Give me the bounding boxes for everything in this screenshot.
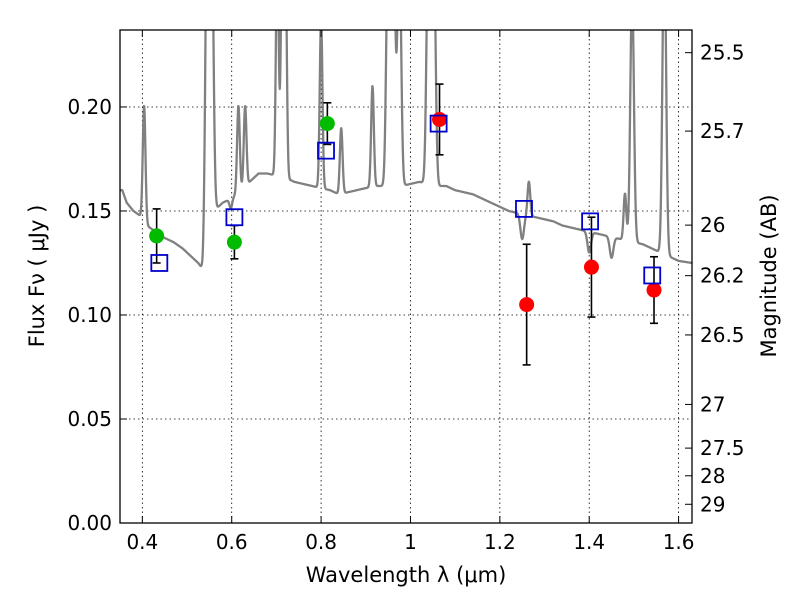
red-flux-point bbox=[519, 297, 535, 313]
y-tick-label: 0.00 bbox=[67, 511, 112, 535]
y2-tick-label: 26.5 bbox=[700, 323, 745, 347]
y2-tick-label: 26.2 bbox=[700, 264, 745, 288]
plot-frame bbox=[119, 29, 693, 524]
green-flux-point bbox=[149, 228, 165, 244]
model-flux-square bbox=[515, 199, 533, 218]
red-flux-point bbox=[646, 282, 662, 298]
y2-tick-label: 25.7 bbox=[700, 119, 745, 143]
model-flux-square bbox=[317, 141, 335, 160]
y2-tick-label: 28 bbox=[700, 464, 725, 488]
x-tick-label: 1.4 bbox=[573, 530, 605, 554]
y-axis-label: Flux Fν ( μJy ) bbox=[25, 205, 49, 348]
model-flux-square bbox=[581, 212, 600, 231]
green-flux-point bbox=[226, 234, 242, 250]
template-spectrum bbox=[120, 30, 692, 268]
axis-ticks: 0.4 0.6 0.8 1 1.2 1.4 1.6 0.00 0.05 0.10 0.15 0.20 2… bbox=[67, 30, 745, 554]
red-flux-point bbox=[583, 259, 599, 275]
photometry-points bbox=[149, 83, 662, 366]
spectrum-line bbox=[120, 30, 692, 268]
model-flux-square bbox=[429, 114, 448, 133]
x-tick-label: 1 bbox=[404, 530, 417, 554]
model-flux-square bbox=[643, 266, 662, 285]
x-tick-label: 1.6 bbox=[663, 530, 695, 554]
y2-tick-label: 27.5 bbox=[700, 436, 745, 460]
x-tick-label: 0.6 bbox=[216, 530, 248, 554]
y-tick-label: 0.15 bbox=[67, 199, 112, 223]
red-flux-point bbox=[432, 111, 448, 127]
model-flux-square bbox=[225, 208, 244, 227]
green-flux-point bbox=[319, 116, 335, 132]
y2-tick-label: 27 bbox=[700, 392, 725, 416]
y2-axis-label: Magnitude (AB) bbox=[757, 194, 781, 357]
x-tick-label: 0.4 bbox=[126, 530, 158, 554]
y2-tick-label: 25.5 bbox=[700, 41, 745, 65]
x-axis-label: Wavelength λ (μm) bbox=[306, 563, 507, 587]
x-tick-label: 1.2 bbox=[484, 530, 516, 554]
y2-tick-label: 26 bbox=[700, 213, 725, 237]
y-tick-label: 0.05 bbox=[67, 407, 112, 431]
y-tick-label: 0.10 bbox=[67, 303, 112, 327]
x-tick-label: 0.8 bbox=[305, 530, 337, 554]
model-flux-square bbox=[150, 254, 169, 272]
y2-tick-label: 29 bbox=[700, 492, 725, 516]
y-tick-label: 0.20 bbox=[67, 95, 112, 119]
